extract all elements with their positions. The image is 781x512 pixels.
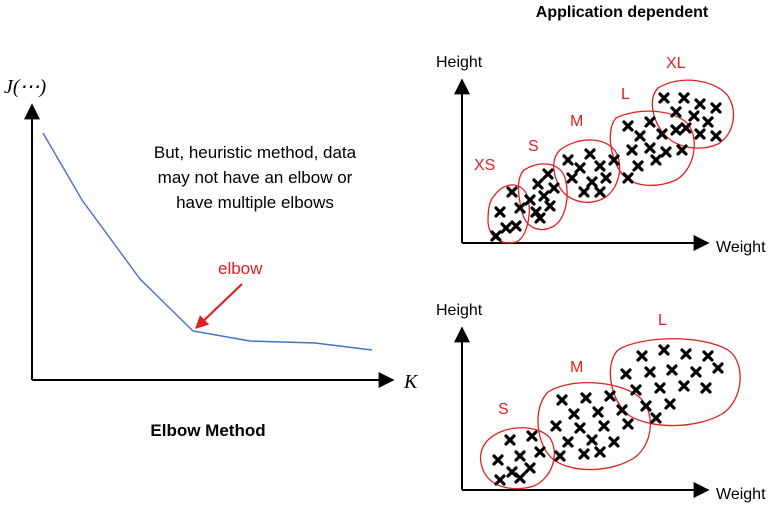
top-label-xs: XS	[474, 157, 495, 174]
top-label-xl: XL	[666, 55, 686, 72]
right-title: Application dependent	[536, 4, 709, 21]
bottom-label-m: M	[570, 359, 583, 376]
top-cluster-s-outline	[517, 163, 568, 231]
bottom-cluster-plot: Height Weight S M L	[436, 302, 766, 503]
top-label-m: M	[570, 113, 583, 130]
bottom-cluster-m-outline	[537, 382, 651, 471]
elbow-plot: J(⋯) K elbow But, heuristic method, data…	[4, 76, 419, 440]
bottom-cluster-l-outline	[609, 338, 741, 427]
bottom-y-axis-label: Height	[436, 302, 483, 319]
bottom-label-s: S	[498, 401, 509, 418]
top-cluster-m-outline	[553, 139, 621, 203]
elbow-curve	[42, 132, 373, 351]
bottom-cluster-s-outline	[479, 427, 555, 490]
note-line-2: may not have an elbow or	[158, 168, 353, 187]
note-line-1: But, heuristic method, data	[154, 143, 357, 162]
elbow-caption: Elbow Method	[150, 421, 265, 440]
elbow-y-axis-label: J(⋯)	[4, 76, 47, 98]
top-cluster-plot: Height Weight XS S M L XL	[436, 54, 766, 256]
bottom-markers	[492, 344, 724, 486]
top-cluster-xl-outline	[651, 79, 735, 149]
elbow-label: elbow	[218, 259, 263, 278]
top-cluster-xs-outline	[487, 184, 530, 244]
top-y-axis-label: Height	[436, 54, 483, 71]
elbow-x-axis-label: K	[403, 371, 419, 393]
top-label-s: S	[528, 138, 539, 155]
note-line-3: have multiple elbows	[176, 193, 334, 212]
bottom-x-axis-label: Weight	[716, 486, 766, 503]
bottom-label-l: L	[658, 312, 667, 329]
top-x-axis-label: Weight	[716, 239, 766, 256]
top-label-l: L	[621, 86, 630, 103]
top-markers	[490, 92, 722, 242]
elbow-arrow	[195, 283, 243, 329]
